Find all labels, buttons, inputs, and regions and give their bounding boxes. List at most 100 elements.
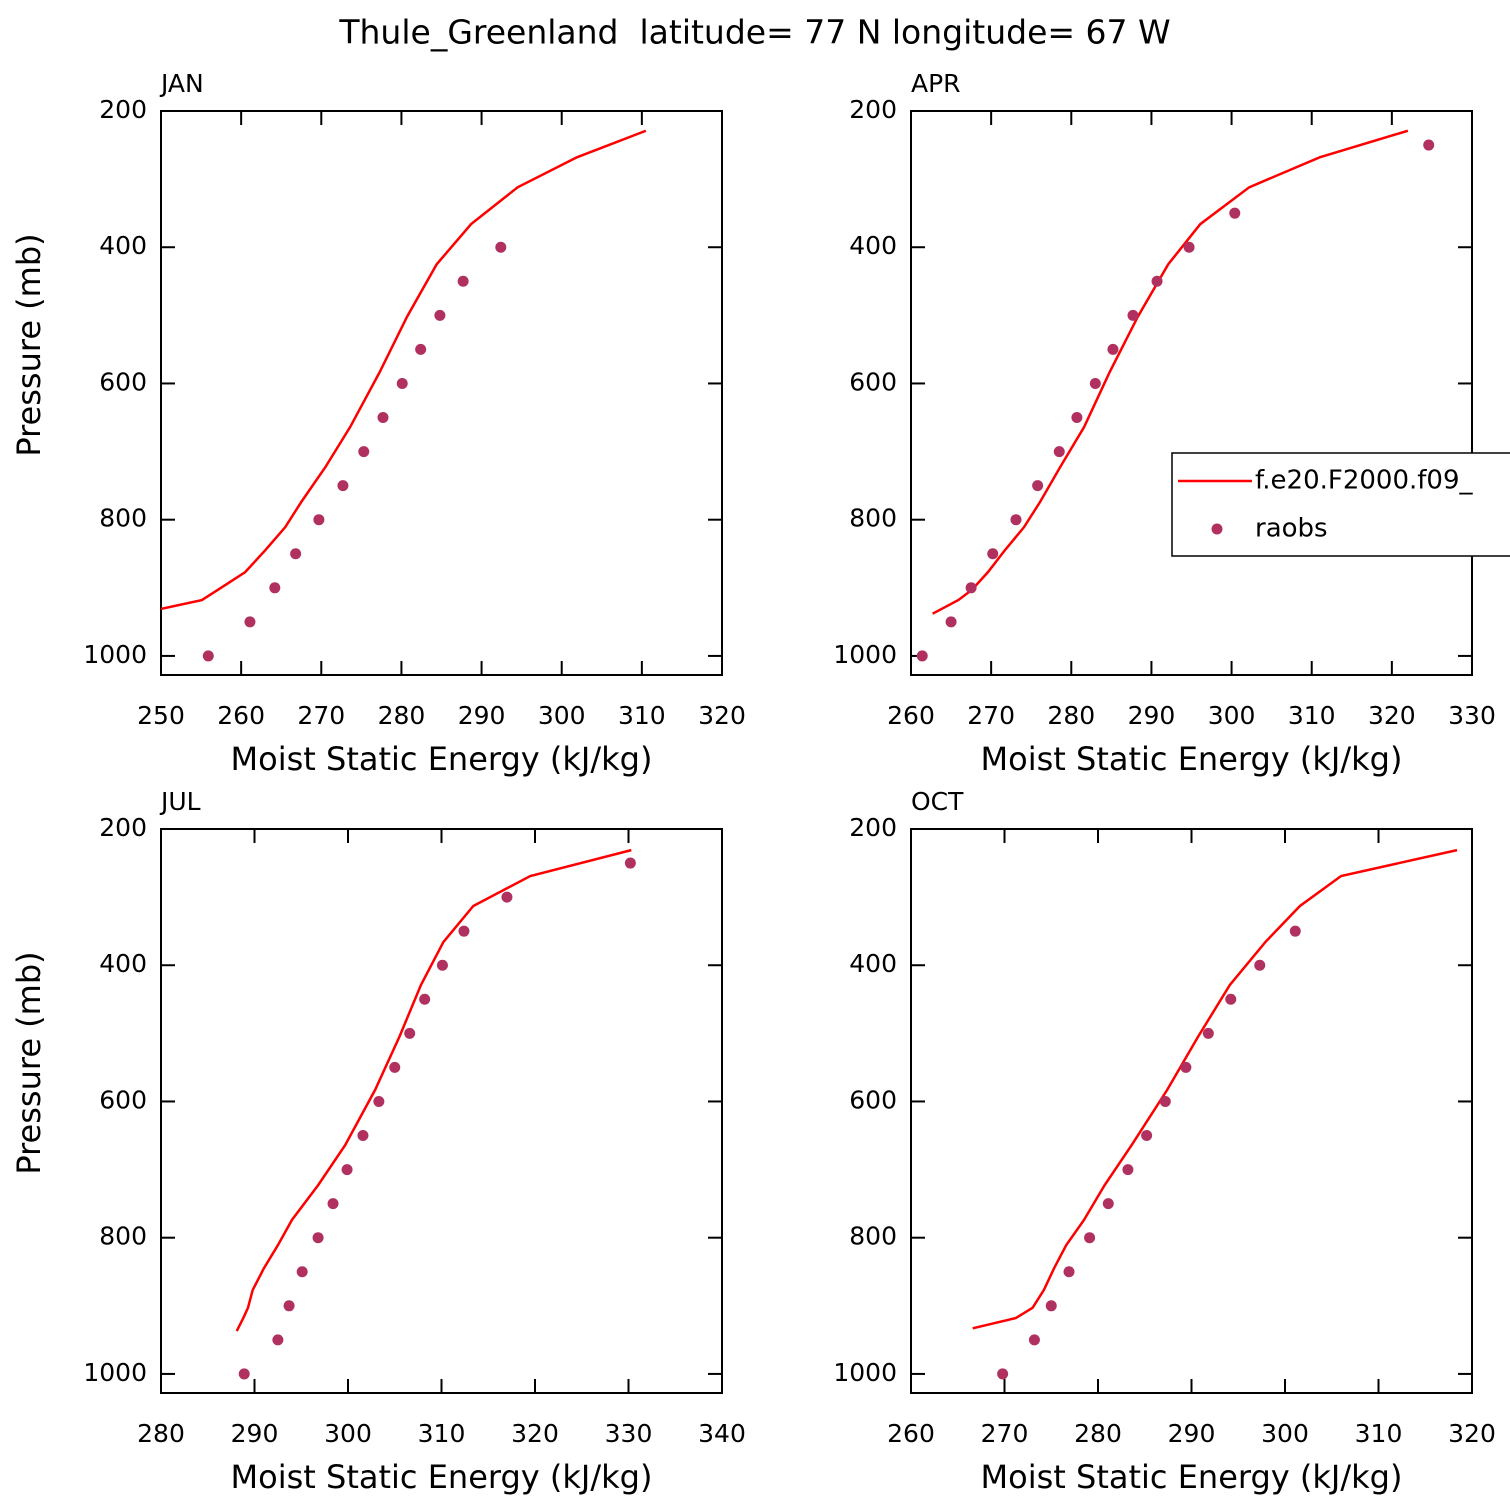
obs-point bbox=[283, 1300, 295, 1312]
y-tick-label: 1000 bbox=[833, 1358, 897, 1387]
obs-point bbox=[296, 1266, 308, 1278]
obs-point bbox=[945, 616, 957, 628]
x-tick-label: 300 bbox=[1208, 701, 1256, 730]
obs-point bbox=[202, 650, 214, 662]
obs-point bbox=[501, 891, 513, 903]
x-tick-label: 280 bbox=[1074, 1419, 1122, 1448]
obs-point bbox=[1010, 514, 1022, 526]
x-tick-label: 290 bbox=[458, 701, 506, 730]
obs-point bbox=[419, 993, 431, 1005]
y-tick-label: 1000 bbox=[83, 1358, 147, 1387]
obs-point bbox=[997, 1368, 1009, 1380]
obs-point bbox=[358, 446, 370, 458]
y-tick-label: 600 bbox=[849, 367, 897, 396]
y-tick-label: 400 bbox=[849, 949, 897, 978]
obs-point bbox=[1289, 925, 1301, 937]
obs-point bbox=[458, 925, 470, 937]
obs-point bbox=[916, 650, 928, 662]
obs-point bbox=[1028, 1334, 1040, 1346]
panel-label: OCT bbox=[911, 787, 964, 816]
obs-point bbox=[269, 582, 281, 594]
obs-point bbox=[341, 1164, 353, 1176]
obs-point bbox=[396, 377, 408, 389]
x-tick-label: 310 bbox=[618, 701, 666, 730]
x-tick-label: 330 bbox=[1448, 701, 1496, 730]
model-line bbox=[932, 129, 1409, 615]
obs-point bbox=[1183, 241, 1195, 253]
x-tick-label: 300 bbox=[1261, 1419, 1309, 1448]
obs-point bbox=[415, 343, 427, 355]
obs-point bbox=[312, 1232, 324, 1244]
obs-point bbox=[965, 582, 977, 594]
x-tick-label: 310 bbox=[1288, 701, 1336, 730]
obs-point bbox=[434, 309, 446, 321]
x-tick-label: 260 bbox=[887, 701, 935, 730]
obs-point bbox=[1122, 1164, 1134, 1176]
obs-point bbox=[244, 616, 256, 628]
obs-point bbox=[1423, 139, 1435, 151]
obs-point bbox=[357, 1130, 369, 1142]
x-tick-label: 300 bbox=[538, 701, 586, 730]
obs-point bbox=[1089, 377, 1101, 389]
panel-label: JUL bbox=[159, 787, 201, 816]
panel: JUL 200 400 600 800 1000 280 290 300 310 320 330 340… bbox=[10, 787, 746, 1496]
x-tick-label: 320 bbox=[511, 1419, 559, 1448]
obs-point bbox=[1180, 1061, 1192, 1073]
panel: OCT 200 400 600 800 1000 260 270 280 290 300 310 320… bbox=[833, 787, 1495, 1496]
panel-label: APR bbox=[911, 69, 961, 98]
x-tick-label: 270 bbox=[297, 701, 345, 730]
y-tick-label: 600 bbox=[99, 367, 147, 396]
obs-point bbox=[290, 548, 302, 560]
y-tick-label: 800 bbox=[99, 1222, 147, 1251]
obs-point bbox=[389, 1061, 401, 1073]
x-tick-label: 300 bbox=[324, 1419, 372, 1448]
legend-marker bbox=[1211, 523, 1223, 535]
y-tick-label: 200 bbox=[849, 95, 897, 124]
obs-point bbox=[238, 1368, 250, 1380]
y-tick-label: 600 bbox=[99, 1085, 147, 1114]
legend-box bbox=[1171, 452, 1510, 557]
x-tick-label: 280 bbox=[1047, 701, 1095, 730]
model-line bbox=[235, 848, 632, 1332]
obs-point bbox=[1107, 343, 1119, 355]
x-tick-label: 280 bbox=[378, 701, 426, 730]
obs-point bbox=[436, 959, 448, 971]
x-tick-label: 320 bbox=[1448, 1419, 1496, 1448]
x-axis-label: Moist Static Energy (kJ/kg) bbox=[231, 1458, 653, 1496]
obs-point bbox=[457, 275, 469, 287]
y-tick-label: 200 bbox=[99, 813, 147, 842]
y-tick-label: 400 bbox=[849, 231, 897, 260]
x-tick-label: 290 bbox=[1128, 701, 1176, 730]
obs-point bbox=[1102, 1198, 1114, 1210]
panel: APR 200 400 600 800 1000 260 270 280 290 300 310 320… bbox=[833, 69, 1510, 778]
obs-point bbox=[337, 480, 349, 492]
x-tick-label: 280 bbox=[137, 1419, 185, 1448]
y-tick-label: 200 bbox=[99, 95, 147, 124]
y-axis-label: Pressure (mb) bbox=[10, 951, 48, 1174]
x-tick-label: 310 bbox=[418, 1419, 466, 1448]
obs-point bbox=[1127, 309, 1139, 321]
x-tick-label: 270 bbox=[981, 1419, 1029, 1448]
obs-point bbox=[1032, 480, 1044, 492]
x-axis-label: Moist Static Energy (kJ/kg) bbox=[231, 740, 653, 778]
obs-point bbox=[1229, 207, 1241, 219]
plot-frame bbox=[160, 828, 723, 1394]
y-tick-label: 800 bbox=[849, 504, 897, 533]
y-tick-label: 200 bbox=[849, 813, 897, 842]
x-tick-label: 250 bbox=[137, 701, 185, 730]
x-axis-label: Moist Static Energy (kJ/kg) bbox=[981, 740, 1403, 778]
panel-label: JAN bbox=[159, 69, 204, 98]
x-tick-label: 320 bbox=[1368, 701, 1416, 730]
x-tick-label: 330 bbox=[605, 1419, 653, 1448]
x-tick-label: 310 bbox=[1355, 1419, 1403, 1448]
x-tick-label: 290 bbox=[1168, 1419, 1216, 1448]
x-tick-label: 260 bbox=[217, 701, 265, 730]
obs-point bbox=[313, 514, 325, 526]
obs-point bbox=[1141, 1130, 1153, 1142]
obs-point bbox=[1225, 993, 1237, 1005]
legend-label: f.e20.F2000.f09_ bbox=[1255, 466, 1473, 496]
obs-point bbox=[377, 412, 389, 424]
obs-point bbox=[1254, 959, 1266, 971]
